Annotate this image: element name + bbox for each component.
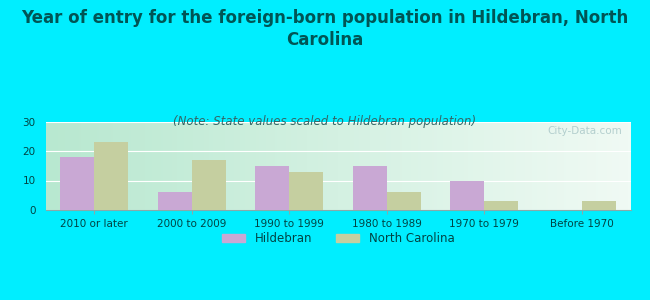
Bar [192, 160, 226, 210]
Bar [94, 142, 129, 210]
Bar [60, 157, 94, 210]
Bar [255, 166, 289, 210]
Bar [582, 201, 616, 210]
Bar [387, 192, 421, 210]
Bar [353, 166, 387, 210]
Text: (Note: State values scaled to Hildebran population): (Note: State values scaled to Hildebran … [174, 116, 476, 128]
Bar [157, 192, 192, 210]
Bar [289, 172, 324, 210]
Text: Year of entry for the foreign-born population in Hildebran, North
Carolina: Year of entry for the foreign-born popul… [21, 9, 629, 49]
Legend: Hildebran, North Carolina: Hildebran, North Carolina [217, 228, 459, 250]
Bar [484, 201, 519, 210]
Text: City-Data.com: City-Data.com [547, 126, 621, 136]
Bar [450, 181, 484, 210]
